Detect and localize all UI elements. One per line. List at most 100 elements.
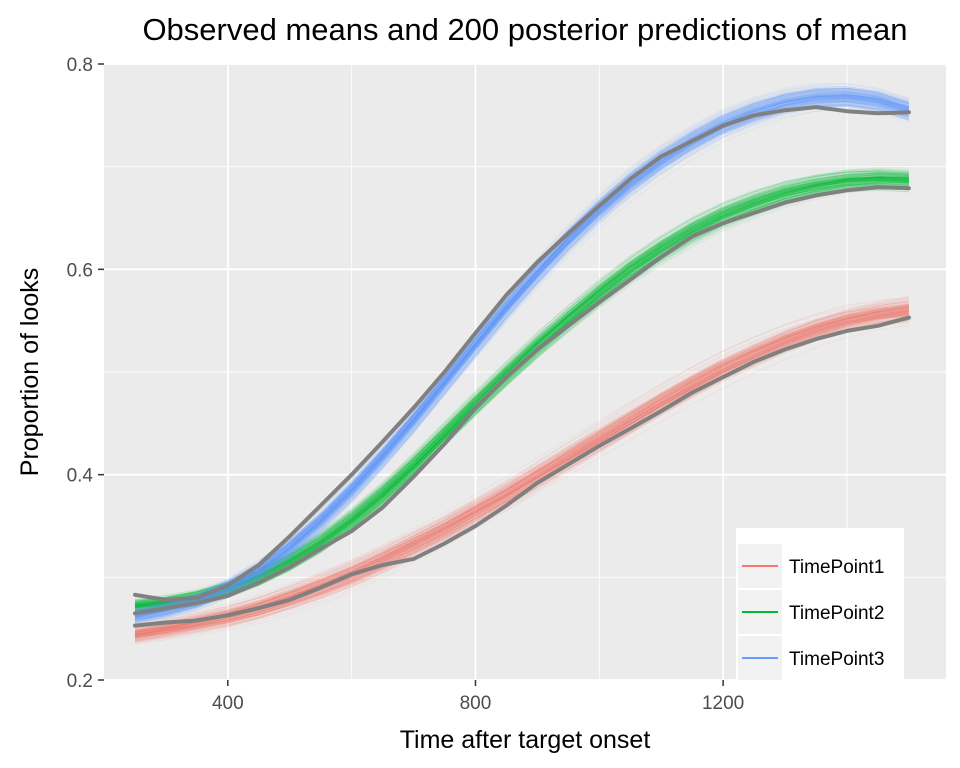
posterior-draw-line	[134, 97, 910, 617]
posterior-draw-line	[134, 174, 909, 604]
posterior-draw-line	[134, 95, 910, 617]
posterior-draw-line	[134, 93, 910, 617]
posterior-draw-line	[134, 179, 909, 608]
posterior-draw-line	[134, 94, 910, 616]
posterior-draw-line	[134, 178, 909, 607]
posterior-draw-line	[134, 104, 910, 622]
x-axis: 400 800 1200	[212, 680, 744, 714]
posterior-draw-line	[134, 97, 910, 619]
posterior-draw-line	[134, 95, 910, 617]
posterior-draw-line	[134, 316, 909, 640]
posterior-draw-line	[134, 167, 909, 600]
posterior-draw-line	[134, 306, 909, 633]
posterior-draw-line	[134, 97, 910, 617]
posterior-draw-line	[134, 313, 909, 638]
posterior-draw-line	[134, 180, 909, 608]
posterior-draw-line	[134, 101, 910, 622]
posterior-draw-line	[134, 90, 910, 615]
posterior-draw-line	[134, 313, 909, 638]
posterior-draw-line	[134, 98, 910, 619]
posterior-draw-line	[134, 91, 910, 615]
posterior-draw-line	[134, 317, 909, 640]
posterior-draw-line	[134, 170, 909, 602]
posterior-draw-line	[134, 89, 910, 612]
posterior-draw-line	[134, 177, 909, 607]
posterior-draw-line	[134, 313, 909, 638]
posterior-draw-line	[134, 105, 910, 624]
posterior-draw-line	[134, 321, 909, 644]
posterior-draw-line	[134, 178, 909, 607]
posterior-draw-line	[134, 179, 909, 608]
posterior-draw-line	[134, 98, 910, 618]
posterior-draw-line	[134, 94, 910, 616]
posterior-draw-line	[134, 313, 909, 638]
posterior-draw-line	[134, 96, 910, 617]
posterior-draw-line	[134, 93, 910, 616]
posterior-draw-line	[134, 99, 910, 621]
posterior-draw-line	[134, 176, 909, 605]
posterior-draw-line	[134, 172, 909, 602]
posterior-draw-line	[134, 87, 910, 611]
posterior-draw-line	[134, 307, 909, 634]
posterior-draw-line	[134, 174, 909, 604]
posterior-draw-line	[134, 310, 909, 636]
posterior-draw-line	[134, 98, 910, 618]
posterior-draw-line	[134, 97, 910, 619]
posterior-draw-line	[134, 176, 909, 605]
posterior-draw-line	[134, 96, 910, 617]
legend-label: TimePoint1	[789, 557, 884, 578]
posterior-draw-line	[134, 309, 909, 635]
posterior-draw-line	[134, 175, 909, 605]
posterior-draw-line	[134, 180, 909, 609]
posterior-draw-line	[134, 87, 910, 611]
posterior-draw-line	[134, 93, 910, 616]
legend-label: TimePoint3	[789, 649, 884, 670]
posterior-draw-line	[134, 299, 909, 628]
posterior-draw-line	[134, 94, 910, 617]
posterior-draw-line	[134, 95, 910, 618]
posterior-draw-line	[134, 310, 909, 636]
posterior-draw-line	[134, 94, 910, 616]
posterior-draw-line	[134, 314, 909, 638]
posterior-draw-line	[134, 295, 909, 626]
posterior-draw-line	[134, 173, 909, 603]
posterior-draw-line	[134, 92, 910, 614]
posterior-draw-line	[134, 180, 909, 609]
posterior-draw-line	[134, 171, 909, 604]
posterior-draw-line	[134, 95, 910, 616]
posterior-draw-line	[134, 92, 910, 615]
posterior-draw-line	[134, 98, 910, 619]
posterior-draw-line	[134, 184, 909, 611]
posterior-draw-line	[134, 95, 910, 617]
x-tick-label: 800	[460, 693, 492, 714]
posterior-draw-line	[134, 301, 909, 629]
posterior-draw-line	[134, 311, 909, 636]
posterior-draw-line	[134, 174, 909, 605]
posterior-draw-line	[134, 307, 909, 634]
posterior-draw-line	[134, 174, 909, 605]
posterior-draw-line	[134, 178, 909, 607]
posterior-draw-line	[134, 105, 910, 624]
posterior-draw-line	[134, 302, 909, 630]
posterior-draw-line	[134, 298, 909, 628]
posterior-draw-line	[134, 94, 910, 617]
posterior-draw-line	[134, 82, 910, 609]
posterior-draw-line	[134, 300, 909, 629]
posterior-draw-line	[134, 97, 910, 619]
posterior-draw-line	[134, 170, 909, 602]
posterior-draw-line	[134, 308, 909, 635]
posterior-draw-line	[134, 307, 909, 634]
posterior-draw-line	[134, 98, 910, 619]
posterior-draw-line	[134, 179, 909, 609]
posterior-draw-line	[134, 170, 909, 602]
posterior-draw-line	[134, 173, 909, 604]
posterior-draw-line	[134, 95, 910, 618]
posterior-draw-line	[134, 104, 910, 622]
posterior-draw-line	[134, 96, 910, 618]
posterior-draw-line	[134, 171, 909, 603]
posterior-draw-line	[134, 174, 909, 604]
posterior-draw-line	[134, 178, 909, 607]
posterior-draw-line	[134, 176, 909, 606]
posterior-draw-line	[134, 178, 909, 607]
